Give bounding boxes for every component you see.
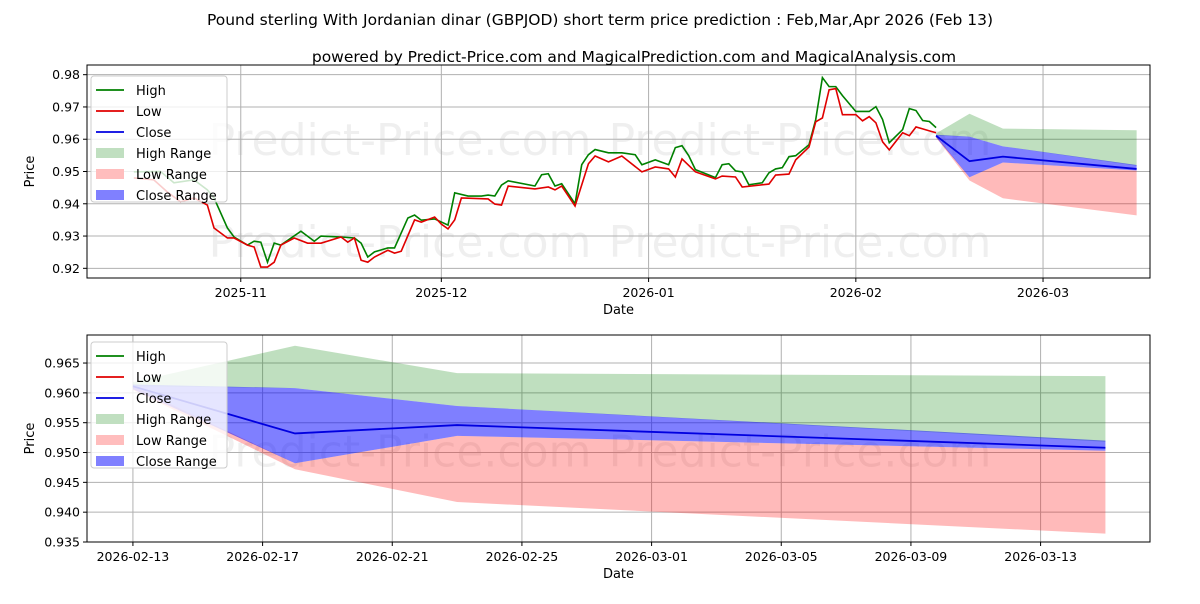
y-tick-label: 0.93 <box>52 229 80 244</box>
x-tick-label: 2025-12 <box>415 285 467 300</box>
x-tick-label: 2026-03-05 <box>745 549 818 564</box>
high-line <box>133 75 937 265</box>
close-line <box>935 134 1137 170</box>
legend-label: Low <box>136 105 162 120</box>
y-tick-label: 0.92 <box>52 261 80 276</box>
forecast-chart: Predict-Price.com Predict-Price.com2026-0… <box>23 334 1151 582</box>
y-tick-label: 0.96 <box>52 132 80 147</box>
x-tick-label: 2026-02-17 <box>226 549 299 564</box>
legend-label: Low Range <box>136 434 207 449</box>
x-tick-label: 2026-03 <box>1017 285 1069 300</box>
legend: High Low Close High Range Low Range Close Ran… <box>90 75 228 204</box>
legend-label: High Range <box>136 413 211 428</box>
low-line <box>133 87 937 268</box>
x-axis-label: Date <box>603 303 634 318</box>
close-range-area <box>936 134 1137 178</box>
y-tick-label: 0.95 <box>52 164 80 179</box>
x-tick-label: 2026-03-09 <box>875 549 948 564</box>
low-range-area <box>132 386 1106 534</box>
y-tick-label: 0.935 <box>44 535 80 550</box>
legend-swatch-close-range <box>96 190 124 200</box>
close-range-area <box>132 384 1106 464</box>
y-tick-label: 0.950 <box>44 445 80 460</box>
legend-label: Close <box>136 392 171 407</box>
legend-box <box>90 75 228 203</box>
watermark-text: Predict-Price.com <box>209 115 592 166</box>
watermark-text: Predict-Price.com <box>609 217 992 268</box>
legend-label: Close <box>136 126 171 141</box>
x-tick-label: 2025-11 <box>215 285 267 300</box>
legend-label: Low <box>136 371 162 386</box>
x-axis-label: Date <box>603 567 634 582</box>
chart-title: Pound sterling With Jordanian dinar (GBP… <box>207 11 993 29</box>
legend-swatch-high-range <box>96 148 124 158</box>
y-axis-label: Price <box>23 423 38 455</box>
legend-swatch-low-range <box>96 435 124 445</box>
plot-frame <box>86 334 1151 543</box>
x-tick-label: 2026-02-21 <box>356 549 429 564</box>
watermark-text: Predict-Price.com <box>609 115 992 166</box>
high-range-area <box>936 113 1137 166</box>
legend-box <box>90 341 228 469</box>
y-tick-label: 0.955 <box>44 415 80 430</box>
watermark-text: Predict-Price.com <box>209 217 592 268</box>
y-tick-label: 0.97 <box>52 99 80 114</box>
legend: High Low Close High Range Low Range Close Ran… <box>90 341 228 470</box>
legend-label: High Range <box>136 147 211 162</box>
x-tick-label: 2026-03-01 <box>615 549 688 564</box>
legend-swatch-low-range <box>96 169 124 179</box>
y-tick-label: 0.965 <box>44 356 80 371</box>
legend-label: Close Range <box>136 189 217 204</box>
x-tick-label: 2026-01 <box>622 285 674 300</box>
x-tick-label: 2026-02 <box>830 285 882 300</box>
chart-subtitle: powered by Predict-Price.com and Magical… <box>312 48 956 66</box>
legend-label: High <box>136 84 166 99</box>
y-tick-label: 0.98 <box>52 67 80 82</box>
x-tick-label: 2026-02-13 <box>97 549 170 564</box>
legend-label: Close Range <box>136 455 217 470</box>
legend-label: High <box>136 350 166 365</box>
y-tick-label: 0.960 <box>44 385 80 400</box>
x-tick-label: 2026-02-25 <box>486 549 559 564</box>
legend-swatch-close-range <box>96 456 124 466</box>
legend-label: Low Range <box>136 168 207 183</box>
low-range-area <box>936 135 1137 216</box>
y-axis-label: Price <box>23 156 38 188</box>
history-chart: Predict-Price.com Predict-Price.com Predic… <box>23 64 1151 318</box>
legend-swatch-high-range <box>96 414 124 424</box>
y-tick-label: 0.945 <box>44 475 80 490</box>
y-tick-label: 0.940 <box>44 505 80 520</box>
high-range-area <box>132 345 1106 442</box>
y-tick-label: 0.94 <box>52 196 80 211</box>
plot-frame <box>86 64 1151 279</box>
x-tick-label: 2026-03-13 <box>1004 549 1077 564</box>
